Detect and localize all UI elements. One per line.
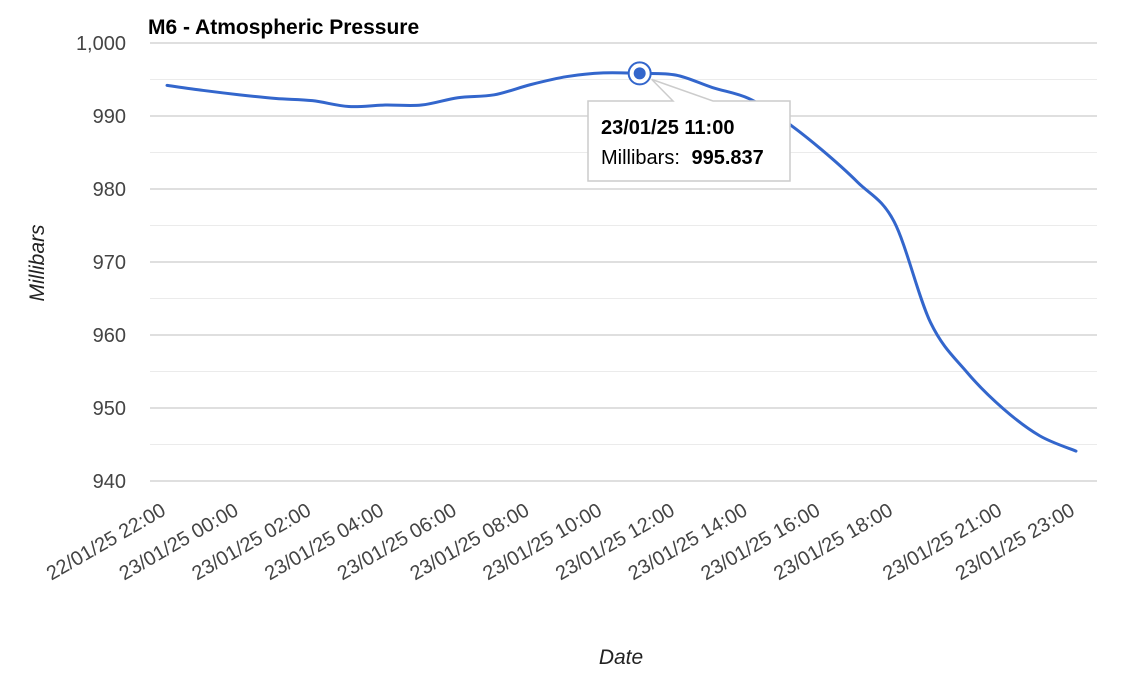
y-tick-label: 960 bbox=[93, 325, 126, 347]
y-tick-label: 970 bbox=[93, 252, 126, 274]
y-tick-label: 1,000 bbox=[76, 33, 126, 55]
tooltip-box bbox=[587, 78, 791, 182]
y-axis-title: Millibars bbox=[26, 224, 49, 302]
y-tick-label: 940 bbox=[93, 471, 126, 493]
series-group bbox=[165, 61, 1078, 453]
tooltip-value: 995.837 bbox=[691, 147, 763, 169]
x-axis-title: Date bbox=[599, 646, 643, 669]
y-tick-label: 990 bbox=[93, 106, 126, 128]
x-tick-label: 22/01/25 22:00 bbox=[43, 499, 170, 585]
gridlines bbox=[150, 42, 1097, 482]
tooltip-line: Millibars: 995.837 bbox=[601, 147, 764, 169]
y-tick-label: 980 bbox=[93, 179, 126, 201]
tooltip-title: 23/01/25 11:00 bbox=[601, 117, 734, 139]
y-axis-ticks: 940 950 960 970 980 990 1,000 bbox=[76, 33, 126, 493]
tooltip-label: Millibars: bbox=[601, 147, 680, 169]
highlight-point[interactable] bbox=[633, 67, 646, 80]
x-tick-label: 23/01/25 21:00 bbox=[879, 499, 1006, 585]
tooltip: 23/01/25 11:00 Millibars: 995.837 bbox=[587, 78, 791, 182]
y-tick-label: 950 bbox=[93, 398, 126, 420]
chart-title: M6 - Atmospheric Pressure bbox=[148, 16, 419, 39]
